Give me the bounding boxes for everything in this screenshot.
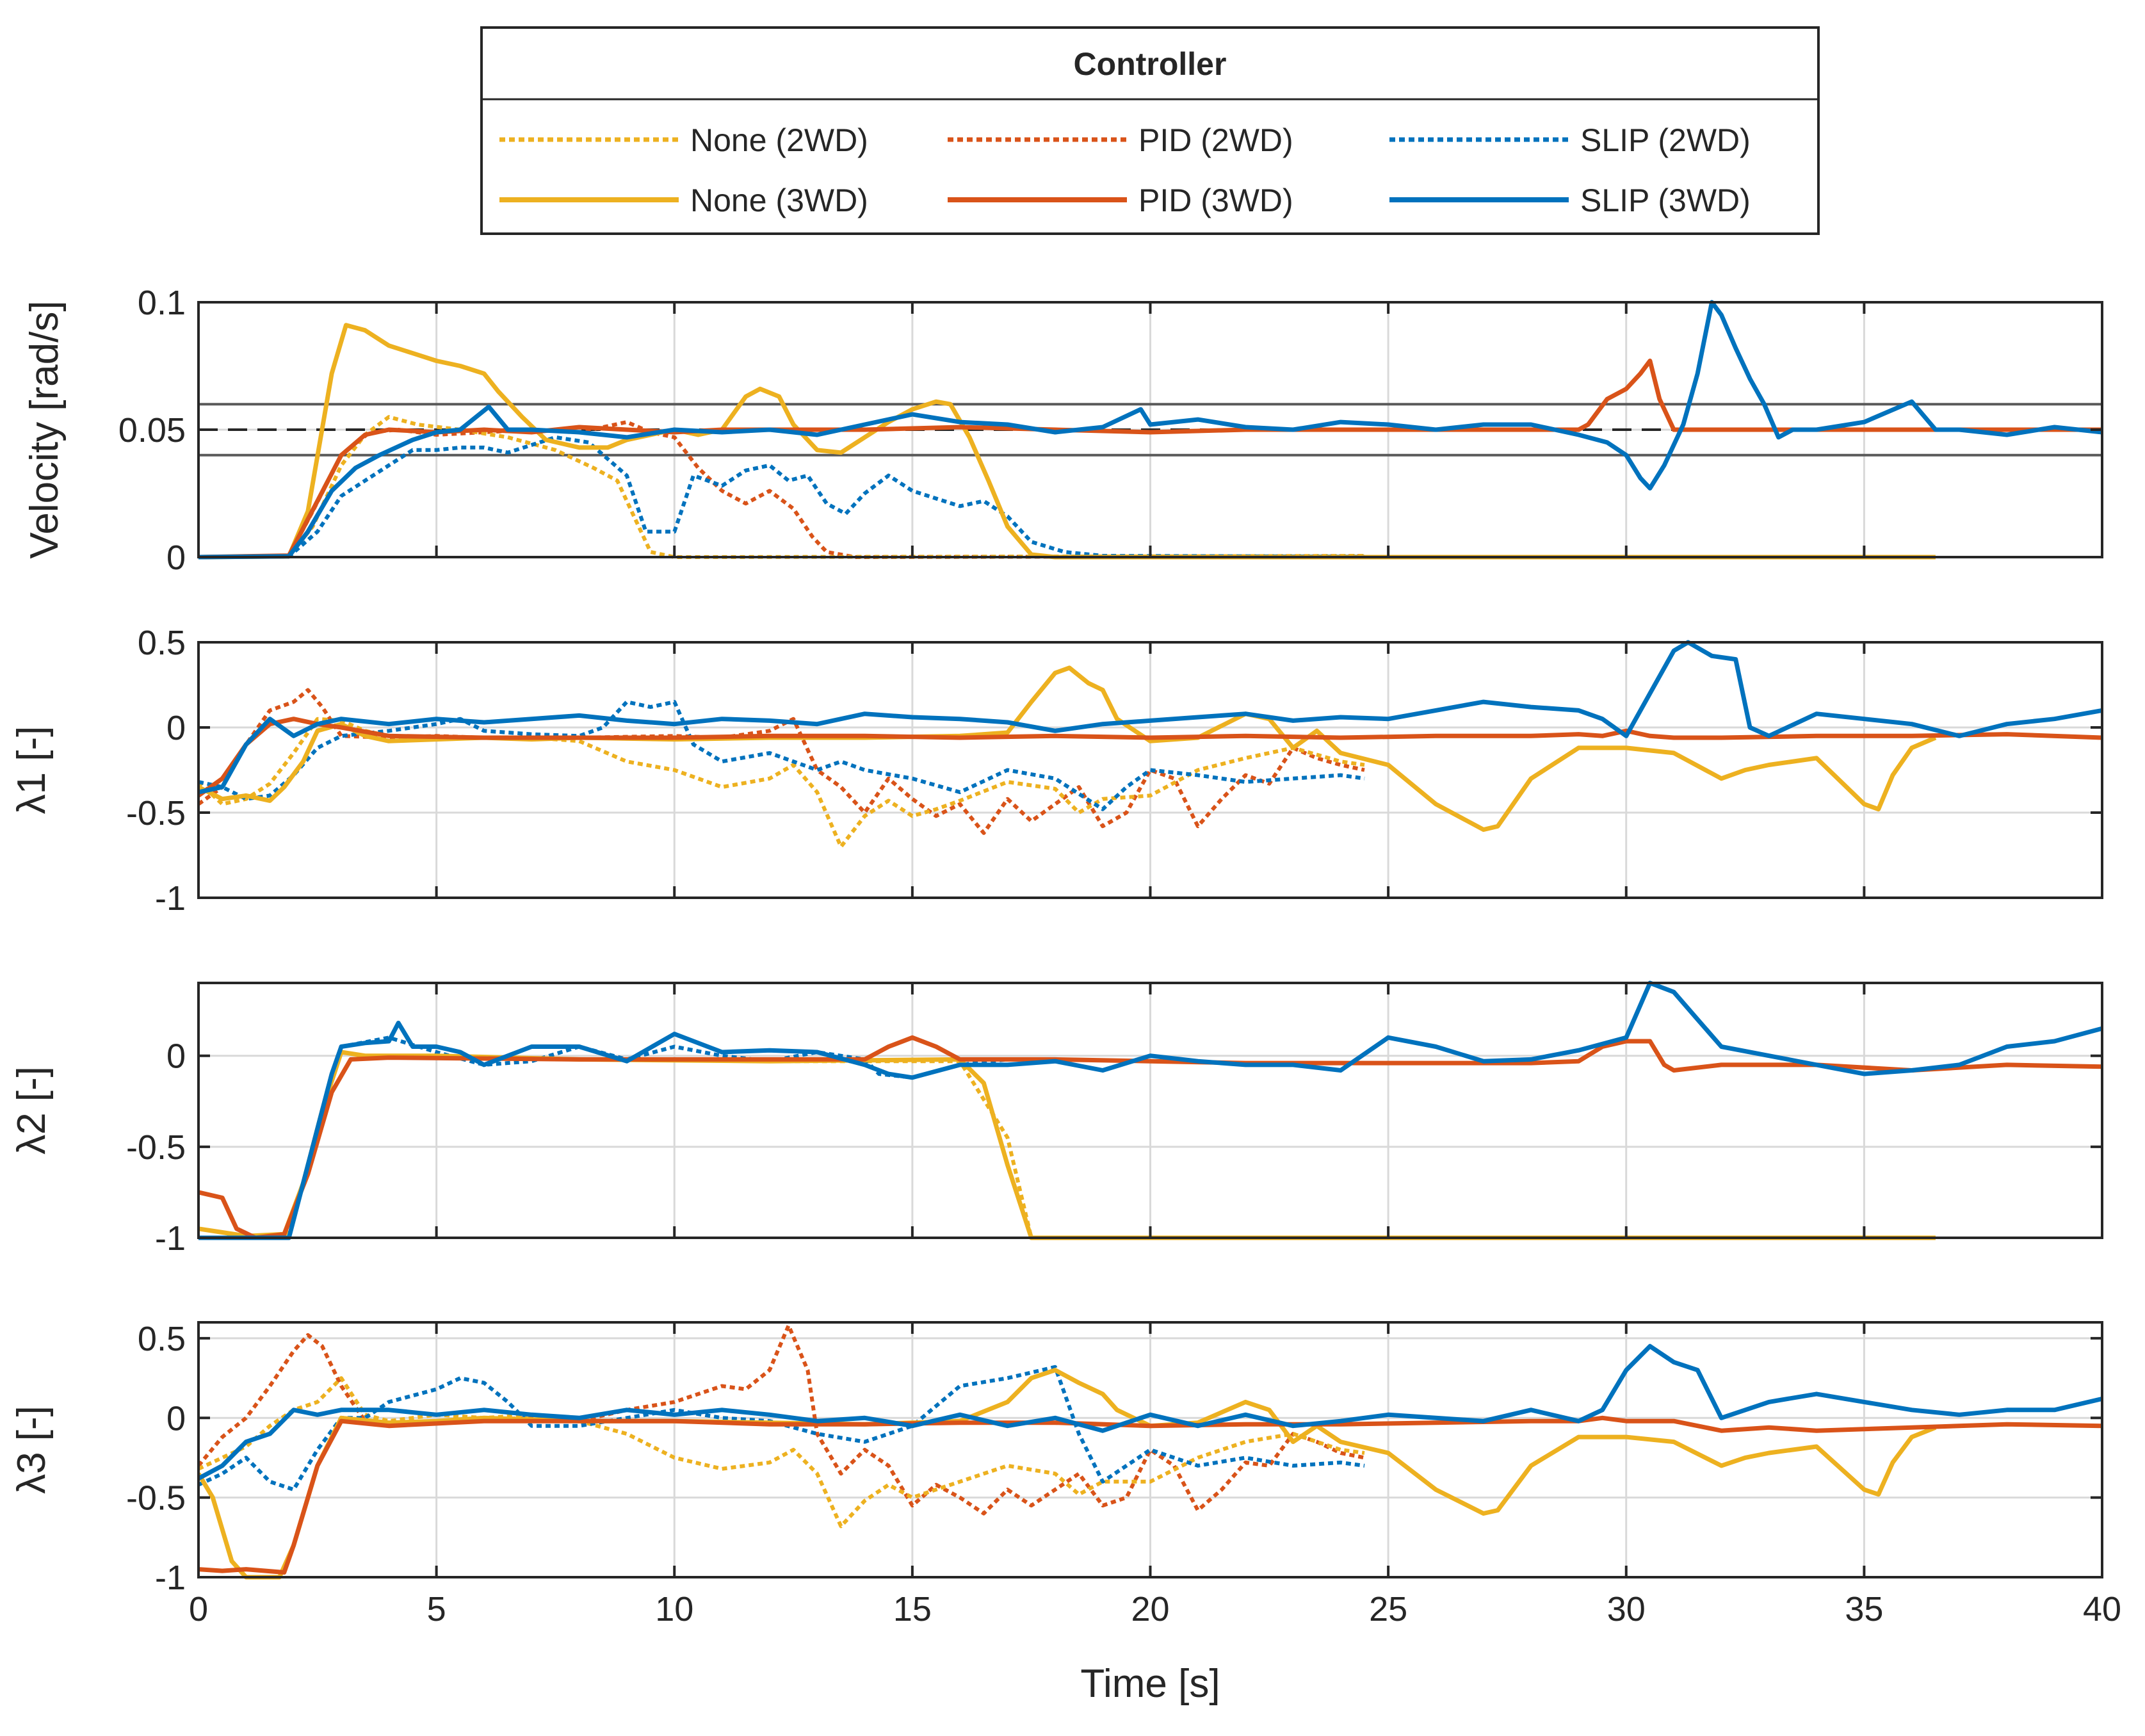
x-tick-label: 20 bbox=[1131, 1590, 1169, 1628]
y-tick-label: 0 bbox=[166, 1037, 186, 1076]
series-group bbox=[198, 980, 2102, 1240]
series-line-slip3wd bbox=[198, 300, 2102, 560]
series-group bbox=[198, 1324, 2102, 1580]
y-tick-label: 0.5 bbox=[138, 624, 186, 662]
legend-label-slip2wd: SLIP (2WD) bbox=[1580, 122, 1751, 158]
y-tick-label: -0.5 bbox=[126, 1128, 186, 1167]
series-line-slip3wd bbox=[198, 1343, 2102, 1480]
series-line-pid2wd bbox=[198, 420, 1365, 559]
series-line-slip3wd bbox=[198, 640, 2102, 795]
x-tick-label: 25 bbox=[1369, 1590, 1407, 1628]
subplot-lambda3: 0 5 10 15 20 25 30 35 40 -1 -0.5 0 0.5 λ3 [-] bbox=[10, 1320, 2121, 1628]
legend-label-none2wd: None (2WD) bbox=[690, 122, 868, 158]
legend-title: Controller bbox=[1074, 46, 1227, 82]
subplot-velocity: 0 0.05 0.1 Velocity [rad/s] bbox=[22, 284, 2103, 577]
series-line-slip2wd bbox=[198, 700, 1365, 811]
series-group bbox=[198, 640, 2102, 849]
y-axis-label: λ2 [-] bbox=[10, 1066, 54, 1155]
y-tick-label: -1 bbox=[155, 1559, 186, 1597]
x-tick-label: 40 bbox=[2083, 1590, 2121, 1628]
y-tick-label: 0 bbox=[166, 709, 186, 747]
legend-box bbox=[480, 26, 1820, 235]
y-tick-label: -0.5 bbox=[126, 1479, 186, 1518]
y-tick-label: 0 bbox=[166, 539, 186, 577]
y-tick-label: -1 bbox=[155, 879, 186, 918]
y-tick-label: 0 bbox=[166, 1399, 186, 1438]
series-line-pid3wd bbox=[198, 359, 2102, 560]
legend-label-pid3wd: PID (3WD) bbox=[1138, 183, 1293, 218]
x-axis-label: Time [s] bbox=[1080, 1662, 1220, 1706]
x-tick-label: 30 bbox=[1607, 1590, 1646, 1628]
x-tick-label: 15 bbox=[893, 1590, 932, 1628]
plots: 0 0.05 0.1 Velocity [rad/s] -1 -0.5 0 0.5 λ1 [-]… bbox=[10, 284, 2121, 1706]
series-line-none2wd bbox=[198, 415, 1365, 559]
y-axis-label: λ1 [-] bbox=[10, 726, 54, 815]
y-tick-label: 0.1 bbox=[138, 284, 186, 322]
x-tick-label: 5 bbox=[427, 1590, 446, 1628]
y-tick-label: 0.05 bbox=[118, 411, 186, 450]
legend-label-none3wd: None (3WD) bbox=[690, 183, 868, 218]
y-tick-label: 0.5 bbox=[138, 1320, 186, 1358]
legend-label-slip3wd: SLIP (3WD) bbox=[1580, 183, 1751, 218]
series-line-pid3wd bbox=[198, 717, 2102, 798]
series-line-slip2wd bbox=[198, 435, 1365, 559]
subplot-lambda1: -1 -0.5 0 0.5 λ1 [-] bbox=[10, 624, 2103, 918]
x-tick-label: 10 bbox=[655, 1590, 693, 1628]
series-line-slip3wd bbox=[198, 980, 2102, 1240]
legend: Controller None (2WD) PID (2WD) SLIP (2WD) N… bbox=[480, 26, 1820, 235]
y-axis-label: λ3 [-] bbox=[10, 1406, 54, 1494]
subplot-lambda2: -1 -0.5 0 λ2 [-] bbox=[10, 980, 2103, 1258]
series-group bbox=[198, 300, 2102, 560]
x-tick-label: 0 bbox=[189, 1590, 208, 1628]
x-tick-label: 35 bbox=[1845, 1590, 1883, 1628]
legend-label-pid2wd: PID (2WD) bbox=[1138, 122, 1293, 158]
y-tick-label: -0.5 bbox=[126, 794, 186, 832]
y-tick-label: -1 bbox=[155, 1219, 186, 1258]
series-line-pid2wd bbox=[198, 1324, 1365, 1516]
series-line-pid3wd bbox=[198, 1415, 2102, 1575]
series-line-none3wd bbox=[198, 665, 1937, 832]
y-axis-label: Velocity [rad/s] bbox=[22, 300, 67, 558]
series-line-none2wd bbox=[198, 1376, 1365, 1529]
